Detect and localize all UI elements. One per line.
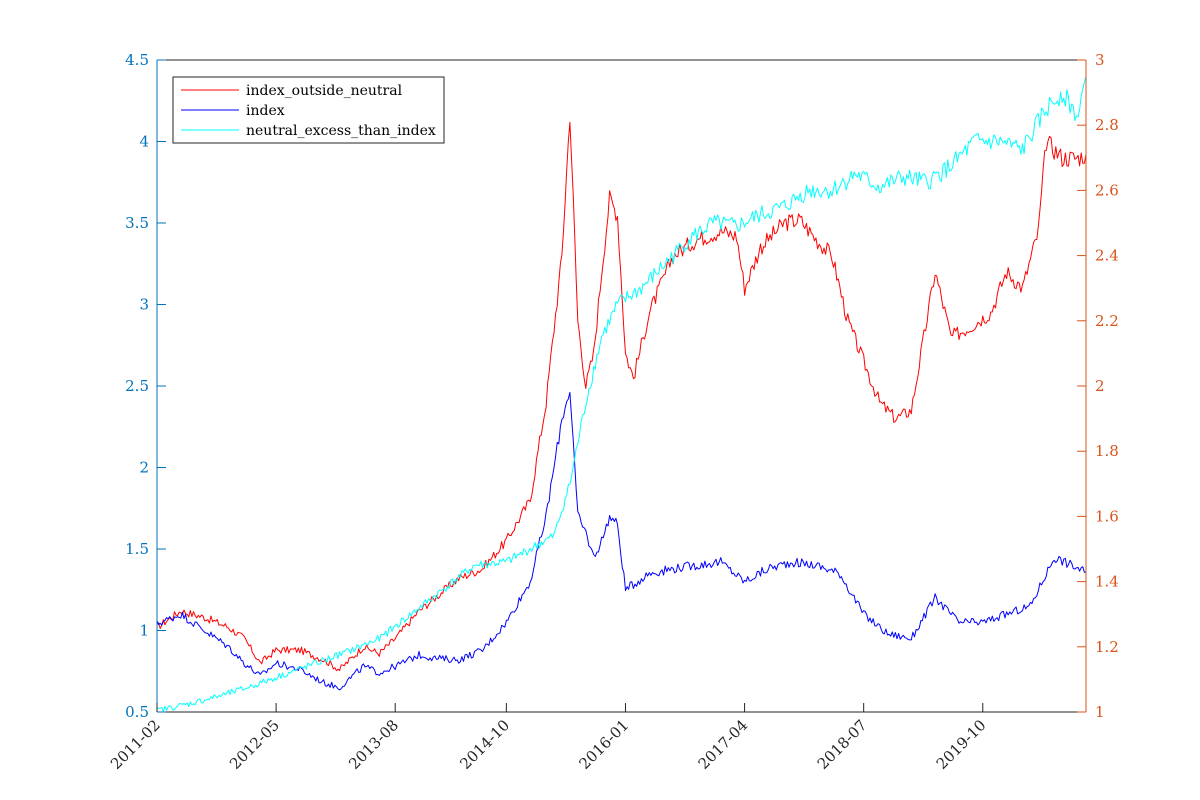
legend-label-neutral_excess_than_index: neutral_excess_than_index bbox=[246, 123, 436, 139]
x-tick-label: 2016-01 bbox=[575, 716, 632, 773]
y-right-tick-label: 1.4 bbox=[1095, 573, 1119, 591]
x-tick-label: 2018-07 bbox=[814, 716, 871, 773]
x-tick-label: 2019-10 bbox=[933, 716, 990, 773]
y-right-tick-label: 1 bbox=[1095, 703, 1105, 721]
y-right-tick-label: 1.6 bbox=[1095, 507, 1119, 525]
axes: 0.5 1 1.5 2 2.5 3 3.5 4 4.5 1 1.2 1.4 1.6 1.8 2 2.2 2.4 2… bbox=[107, 51, 1119, 773]
plot-lines bbox=[156, 76, 1087, 713]
x-tick-label: 2014-10 bbox=[456, 716, 513, 773]
x-tick-label: 2011-02 bbox=[107, 716, 164, 773]
series-line-neutral_excess_than_index bbox=[156, 76, 1087, 713]
y-left-tick-label: 1.5 bbox=[125, 540, 149, 558]
series-line-index_outside_neutral bbox=[156, 121, 1087, 672]
y-right-tick-label: 2.6 bbox=[1095, 181, 1119, 199]
y-left-tick-label: 4 bbox=[139, 133, 149, 151]
legend-label-index: index bbox=[246, 103, 285, 119]
y-right-tick-label: 1.8 bbox=[1095, 442, 1119, 460]
y-right-tick-label: 2.4 bbox=[1095, 247, 1119, 265]
x-tick-label: 2013-08 bbox=[345, 716, 402, 773]
y-right-tick-label: 2.2 bbox=[1095, 312, 1119, 330]
y-right-tick-label: 2.8 bbox=[1095, 116, 1119, 134]
y-left-tick-label: 1 bbox=[139, 622, 149, 640]
x-tick-label: 2017-04 bbox=[695, 716, 752, 773]
x-tick-label: 2012-05 bbox=[226, 716, 283, 773]
y-left-tick-label: 2 bbox=[139, 459, 149, 477]
y-right-tick-label: 3 bbox=[1095, 51, 1105, 69]
y-left-tick-label: 3.5 bbox=[125, 214, 149, 232]
series-line-index bbox=[156, 391, 1087, 691]
y-left-tick-label: 3 bbox=[139, 296, 149, 314]
y-right-tick-label: 2 bbox=[1095, 377, 1105, 395]
y-left-tick-label: 2.5 bbox=[125, 377, 149, 395]
y-left-tick-label: 0.5 bbox=[125, 703, 149, 721]
y-left-tick-label: 4.5 bbox=[125, 51, 149, 69]
y-right-tick-label: 1.2 bbox=[1095, 638, 1119, 656]
legend-label-index_outside_neutral: index_outside_neutral bbox=[246, 83, 403, 99]
